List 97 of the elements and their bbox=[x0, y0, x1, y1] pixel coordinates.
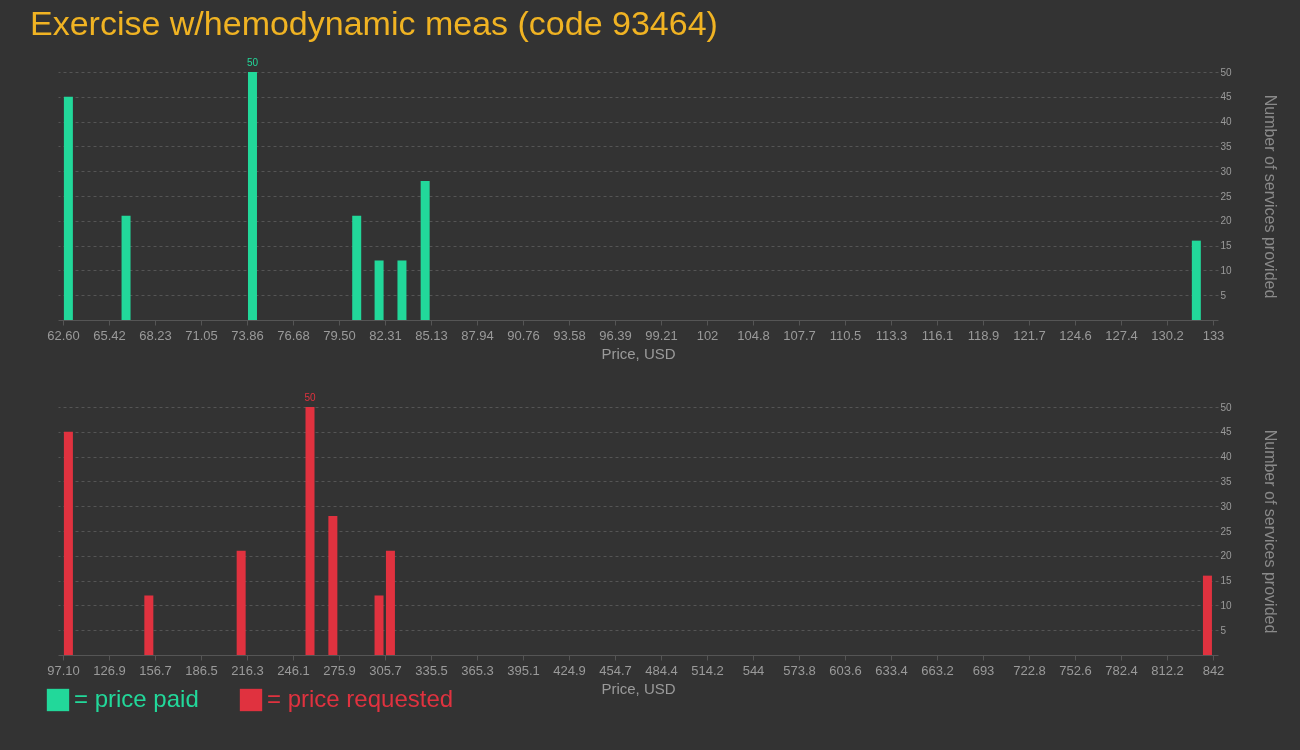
x-tick-label: 97.10 bbox=[47, 662, 80, 678]
x-tick-label: 121.7 bbox=[1013, 327, 1046, 343]
x-tick-label: 82.31 bbox=[369, 327, 402, 343]
y-tick-label: 10 bbox=[1220, 599, 1233, 611]
x-tick-label: 96.39 bbox=[599, 327, 632, 343]
data-label: 50 bbox=[246, 57, 259, 68]
legend-label: = price requested bbox=[267, 685, 454, 712]
y-tick-label: 45 bbox=[1220, 426, 1233, 438]
y-tick-label: 15 bbox=[1220, 575, 1233, 587]
x-tick-label: 76.68 bbox=[277, 327, 310, 343]
y-tick-label: 50 bbox=[1220, 66, 1233, 78]
x-tick-label: 216.3 bbox=[231, 662, 264, 678]
y-tick-label: 20 bbox=[1220, 215, 1233, 227]
bar bbox=[1191, 240, 1201, 320]
y-tick-label: 45 bbox=[1220, 91, 1233, 103]
x-tick-label: 156.7 bbox=[139, 662, 172, 678]
y-tick-label: 15 bbox=[1220, 240, 1233, 252]
x-tick-label: 812.2 bbox=[1151, 662, 1184, 678]
x-axis-title: Price, USD bbox=[601, 679, 676, 697]
y-tick-label: 30 bbox=[1220, 165, 1233, 177]
bar bbox=[374, 260, 384, 320]
bar bbox=[305, 407, 315, 655]
x-tick-label: 71.05 bbox=[185, 327, 218, 343]
legend-label: = price paid bbox=[74, 685, 199, 712]
x-tick-label: 130.2 bbox=[1151, 327, 1184, 343]
x-tick-label: 90.76 bbox=[507, 327, 540, 343]
bar bbox=[397, 260, 407, 320]
chart-title: Exercise w/hemodynamic meas (code 93464) bbox=[30, 4, 718, 42]
x-tick-label: 113.3 bbox=[875, 327, 908, 343]
y-tick-label: 40 bbox=[1220, 451, 1233, 463]
x-tick-label: 663.2 bbox=[921, 662, 954, 678]
bar bbox=[121, 215, 131, 320]
data-label: 50 bbox=[304, 392, 317, 403]
x-tick-label: 68.23 bbox=[139, 327, 172, 343]
y-tick-label: 10 bbox=[1220, 264, 1233, 276]
y-tick-label: 40 bbox=[1220, 116, 1233, 128]
bar bbox=[385, 550, 395, 655]
y-tick-label: 25 bbox=[1220, 525, 1233, 537]
bar bbox=[352, 215, 362, 320]
x-tick-label: 104.8 bbox=[737, 327, 770, 343]
x-tick-label: 454.7 bbox=[599, 662, 632, 678]
x-tick-label: 110.5 bbox=[829, 327, 862, 343]
x-tick-label: 73.86 bbox=[231, 327, 264, 343]
x-tick-label: 305.7 bbox=[369, 662, 402, 678]
x-tick-label: 395.1 bbox=[507, 662, 540, 678]
bar bbox=[328, 516, 338, 655]
x-tick-label: 102 bbox=[696, 327, 719, 343]
y-tick-label: 35 bbox=[1220, 140, 1233, 152]
y-axis-title: Number of services provided bbox=[1261, 94, 1279, 299]
x-tick-label: 107.7 bbox=[783, 327, 816, 343]
x-tick-label: 133 bbox=[1202, 327, 1225, 343]
y-tick-label: 35 bbox=[1220, 475, 1233, 487]
y-tick-label: 25 bbox=[1220, 190, 1233, 202]
x-axis-title: Price, USD bbox=[601, 344, 676, 362]
x-tick-label: 118.9 bbox=[967, 327, 1000, 343]
x-tick-label: 693 bbox=[972, 662, 995, 678]
x-tick-label: 79.50 bbox=[323, 327, 356, 343]
x-tick-label: 87.94 bbox=[461, 327, 494, 343]
y-tick-label: 50 bbox=[1220, 401, 1233, 413]
x-tick-label: 424.9 bbox=[553, 662, 586, 678]
x-tick-label: 782.4 bbox=[1105, 662, 1138, 678]
bar bbox=[247, 72, 257, 320]
x-tick-label: 246.1 bbox=[277, 662, 310, 678]
x-tick-label: 116.1 bbox=[921, 327, 954, 343]
x-tick-label: 275.9 bbox=[323, 662, 356, 678]
x-tick-label: 573.8 bbox=[783, 662, 816, 678]
x-tick-label: 126.9 bbox=[93, 662, 126, 678]
x-tick-label: 65.42 bbox=[93, 327, 126, 343]
bar bbox=[374, 595, 384, 655]
bar bbox=[63, 431, 73, 655]
x-tick-label: 633.4 bbox=[875, 662, 908, 678]
y-tick-label: 20 bbox=[1220, 550, 1233, 562]
y-tick-label: 30 bbox=[1220, 500, 1233, 512]
x-tick-label: 85.13 bbox=[415, 327, 448, 343]
bar bbox=[63, 96, 73, 320]
x-tick-label: 186.5 bbox=[185, 662, 218, 678]
bar bbox=[236, 550, 246, 655]
x-tick-label: 93.58 bbox=[553, 327, 586, 343]
x-tick-label: 752.6 bbox=[1059, 662, 1092, 678]
bar bbox=[420, 181, 430, 320]
x-tick-label: 127.4 bbox=[1105, 327, 1138, 343]
x-tick-label: 365.3 bbox=[461, 662, 494, 678]
y-axis-title: Number of services provided bbox=[1261, 429, 1279, 634]
x-tick-label: 124.6 bbox=[1059, 327, 1092, 343]
bar bbox=[144, 595, 154, 655]
x-tick-label: 603.6 bbox=[829, 662, 862, 678]
x-tick-label: 99.21 bbox=[645, 327, 678, 343]
x-tick-label: 62.60 bbox=[47, 327, 80, 343]
x-tick-label: 722.8 bbox=[1013, 662, 1046, 678]
x-tick-label: 514.2 bbox=[691, 662, 724, 678]
x-tick-label: 484.4 bbox=[645, 662, 678, 678]
bar bbox=[1202, 575, 1212, 655]
y-tick-label: 5 bbox=[1220, 289, 1227, 301]
x-tick-label: 335.5 bbox=[415, 662, 448, 678]
x-tick-label: 544 bbox=[742, 662, 765, 678]
y-tick-label: 5 bbox=[1220, 624, 1227, 636]
x-tick-label: 842 bbox=[1202, 662, 1225, 678]
